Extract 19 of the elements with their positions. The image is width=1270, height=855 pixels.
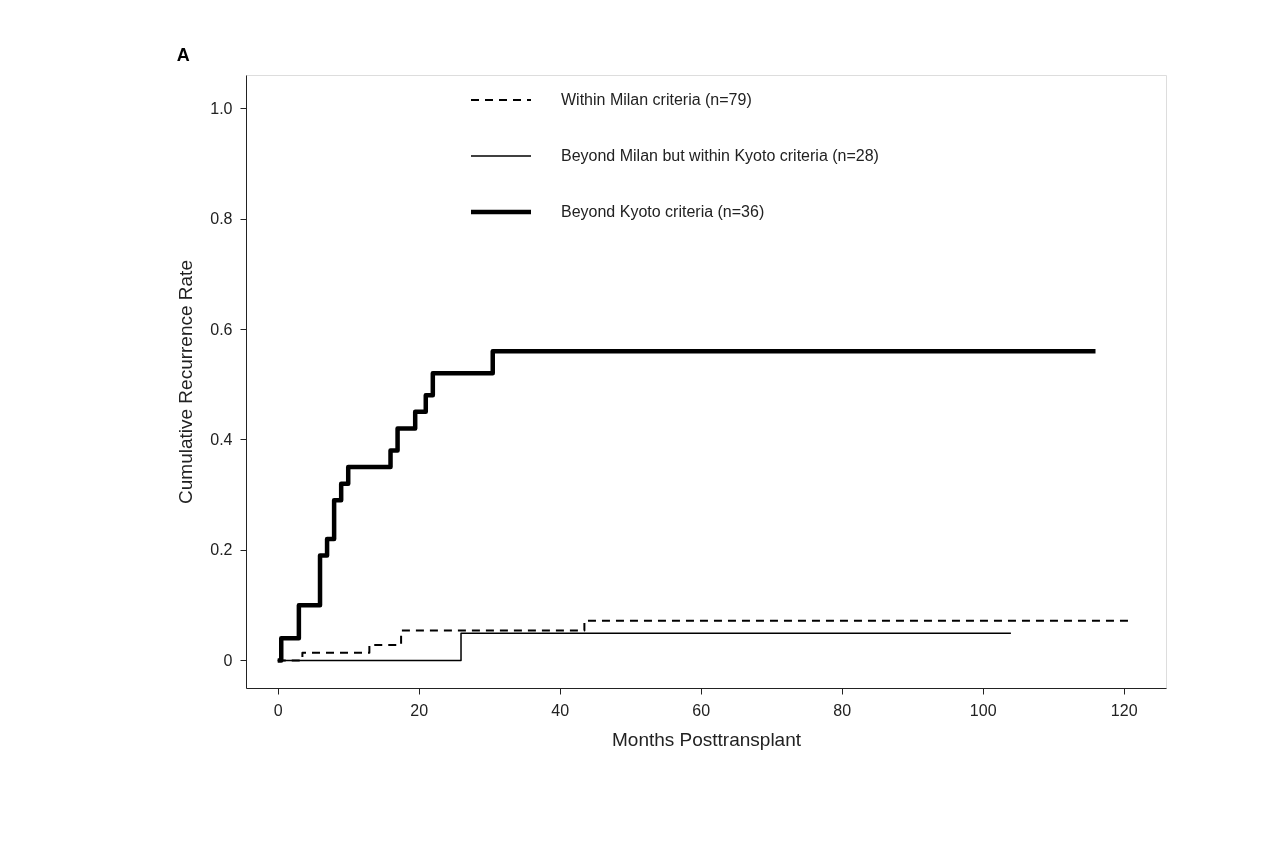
x-tick-label: 40	[551, 701, 570, 719]
y-tick-label: 1.0	[210, 99, 233, 117]
x-tick-label: 100	[969, 701, 997, 719]
chart-title: A	[176, 45, 190, 65]
x-tick-label: 120	[1110, 701, 1138, 719]
x-axis-title: Months Posttransplant	[611, 728, 802, 750]
x-tick-label: 80	[833, 701, 852, 719]
y-tick-label: 0.6	[210, 320, 233, 338]
x-tick-label: 20	[410, 701, 429, 719]
y-tick-label: 0.2	[210, 541, 233, 559]
x-tick-label: 0	[273, 701, 283, 719]
y-tick-label: 0.4	[210, 430, 233, 448]
legend-label: Beyond Milan but within Kyoto criteria (n=28)	[561, 147, 879, 164]
legend-label: Within Milan criteria (n=79)	[561, 91, 752, 108]
y-tick-label: 0.8	[210, 210, 233, 228]
y-tick-label: 0	[223, 651, 233, 669]
legend-label: Beyond Kyoto criteria (n=36)	[561, 203, 765, 220]
y-axis-title: Cumulative Recurrence Rate	[175, 260, 197, 504]
x-tick-label: 60	[692, 701, 711, 719]
